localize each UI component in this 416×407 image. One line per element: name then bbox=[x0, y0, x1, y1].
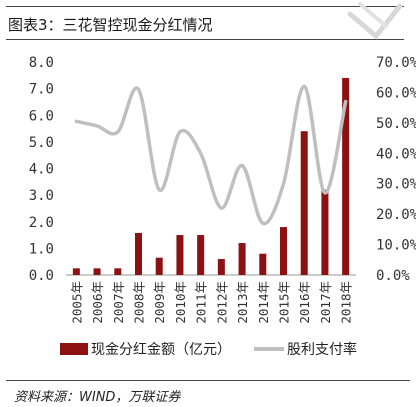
bar bbox=[114, 268, 122, 275]
x-tick-label: 2006年 bbox=[90, 281, 105, 324]
y-right-tick-label: 40.0% bbox=[376, 146, 416, 162]
x-tick-label: 2010年 bbox=[173, 281, 188, 324]
legend-line-label: 股利支付率 bbox=[287, 341, 357, 358]
bar bbox=[342, 77, 350, 275]
y-right-tick-label: 0.0% bbox=[376, 268, 410, 284]
source-divider bbox=[6, 380, 410, 381]
x-tick-label: 2014年 bbox=[256, 281, 271, 324]
bar bbox=[135, 232, 142, 275]
chart-title: 图表3：三花智控现金分红情况 bbox=[8, 16, 213, 34]
y-left-tick-label: 4.0 bbox=[29, 162, 54, 178]
bar bbox=[197, 235, 205, 275]
y-right-tick-label: 50.0% bbox=[376, 116, 416, 132]
x-tick-label: 2007年 bbox=[111, 281, 126, 324]
bar bbox=[259, 253, 267, 275]
x-tick-label: 2008年 bbox=[132, 281, 147, 324]
watermark-logo bbox=[347, 2, 403, 40]
x-tick-label: 2018年 bbox=[339, 281, 354, 324]
y-right-tick-label: 60.0% bbox=[376, 85, 416, 101]
legend-bar-label: 现金分红金额（亿元） bbox=[91, 342, 231, 358]
y-right-tick-label: 20.0% bbox=[376, 207, 416, 223]
y-left-tick-label: 6.0 bbox=[29, 108, 54, 124]
y-right-tick-label: 30.0% bbox=[376, 177, 416, 193]
chart-svg: 0.0 1.0 2.0 3.0 4.0 5.0 6.0 7.0 8.0 0.0% 10.0% 20.0… bbox=[29, 55, 416, 358]
y-left-tick-label: 8.0 bbox=[29, 55, 54, 71]
chart-title-bar: 图表3：三花智控现金分红情况 bbox=[6, 6, 404, 40]
bar bbox=[280, 227, 287, 275]
source-note: 资料来源：WIND，万联证券 bbox=[14, 390, 181, 405]
bar bbox=[155, 257, 163, 275]
y-right-tick-label: 70.0% bbox=[376, 55, 416, 71]
bar bbox=[93, 268, 101, 275]
bar bbox=[72, 268, 80, 275]
x-tick-label: 2017年 bbox=[318, 281, 333, 324]
bar bbox=[238, 243, 246, 275]
y-left-tick-label: 3.0 bbox=[29, 188, 54, 204]
y-left-tick-label: 1.0 bbox=[29, 241, 54, 257]
x-tick-label: 2011年 bbox=[194, 281, 209, 324]
x-tick-label: 2009年 bbox=[152, 281, 167, 324]
x-tick-label: 2005年 bbox=[69, 281, 84, 324]
y-left-tick-label: 7.0 bbox=[29, 82, 54, 98]
x-tick-label: 2013年 bbox=[235, 281, 250, 324]
y-left-tick-label: 0.0 bbox=[29, 268, 54, 284]
bar bbox=[217, 259, 225, 275]
x-tick-label: 2012年 bbox=[214, 281, 229, 324]
x-tick-label: 2016年 bbox=[297, 281, 312, 324]
payout-ratio-line bbox=[74, 84, 348, 226]
y-right-tick-label: 10.0% bbox=[376, 238, 416, 254]
y-left-tick-label: 2.0 bbox=[29, 215, 54, 231]
bar bbox=[321, 189, 329, 275]
legend-bar-swatch bbox=[60, 343, 88, 355]
x-tick-label: 2015年 bbox=[277, 281, 292, 324]
y-left-tick-label: 5.0 bbox=[29, 135, 54, 151]
bar bbox=[176, 235, 184, 275]
bar bbox=[300, 131, 308, 275]
